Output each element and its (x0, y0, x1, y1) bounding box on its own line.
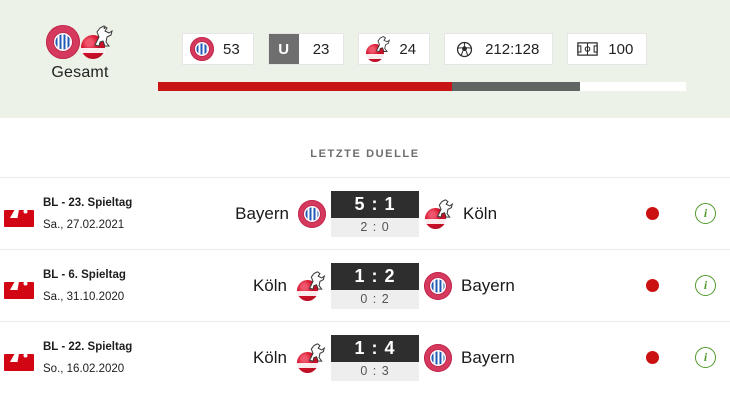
home-wins-chip: 53 (182, 33, 254, 65)
home-team: Köln (196, 342, 326, 373)
fixture: Köln 1 : 2 0 : 2 Bayern (196, 250, 566, 321)
draws-chip: U 23 (267, 33, 345, 65)
info-icon[interactable]: i (695, 275, 716, 296)
away-team: Köln (424, 198, 554, 229)
fixture: Bayern 5 : 1 2 : 0 Köln (196, 178, 566, 249)
bundesliga-wordmark: BUNDESLIGA (6, 223, 32, 228)
match-round: BL - 23. Spieltag (43, 197, 133, 209)
bundesliga-wordmark: BUNDESLIGA (6, 295, 32, 300)
ratio-bar-losses-segment (580, 82, 686, 91)
draws-value: 23 (312, 40, 330, 58)
score-block: 1 : 2 0 : 2 (330, 262, 420, 309)
section-title-letzte-duelle: LETZTE DUELLE (310, 148, 420, 160)
ratio-bar-wins-segment (158, 82, 453, 91)
football-icon (445, 41, 483, 58)
fixture: Köln 1 : 4 0 : 3 Bayern (196, 322, 566, 393)
matches-value: 100 (608, 40, 634, 58)
home-wins-value: 53 (223, 40, 240, 58)
matches-chip: 100 (567, 33, 648, 65)
status-badge (646, 279, 659, 292)
overall-label: Gesamt (51, 64, 109, 81)
table-row[interactable]: BUNDESLIGA BL - 23. Spieltag Sa., 27.02.… (0, 177, 730, 249)
fc-bayern-muenchen-crest-icon (46, 25, 80, 59)
match-date: So., 16.02.2020 (43, 362, 125, 375)
fc-koeln-crest-icon (424, 198, 454, 229)
overall-summary-block: Gesamt (22, 22, 138, 82)
last-duels-list: BUNDESLIGA BL - 23. Spieltag Sa., 27.02.… (0, 177, 730, 393)
away-team-name: Bayern (461, 347, 515, 367)
fc-bayern-muenchen-crest-icon (424, 271, 452, 300)
final-score: 1 : 2 (331, 262, 419, 290)
goals-value: 212:128 (485, 40, 540, 58)
competition-info: BUNDESLIGA BL - 6. Spieltag Sa., 31.10.2… (4, 263, 126, 306)
score-block: 1 : 4 0 : 3 (330, 334, 420, 381)
table-row[interactable]: BUNDESLIGA BL - 6. Spieltag Sa., 31.10.2… (0, 249, 730, 321)
bundesliga-logo-icon: BUNDESLIGA (4, 341, 34, 373)
away-wins-chip: 24 (358, 33, 431, 65)
status-badge (646, 207, 659, 220)
row-actions: i (646, 250, 716, 321)
final-score: 5 : 1 (331, 190, 419, 218)
halftime-score: 0 : 3 (331, 361, 419, 381)
match-date: Sa., 31.10.2020 (43, 290, 125, 303)
away-team-name: Bayern (461, 275, 515, 295)
bundesliga-logo-icon: BUNDESLIGA (4, 269, 34, 301)
status-badge (646, 351, 659, 364)
fc-koeln-crest-icon (80, 25, 114, 59)
home-team-name: Köln (252, 275, 287, 295)
halftime-score: 2 : 0 (331, 217, 419, 237)
fc-koeln-crest-icon (359, 35, 397, 62)
home-team: Bayern (196, 199, 326, 228)
head-to-head-ratio-bar (158, 82, 686, 91)
away-team: Bayern (424, 343, 554, 372)
draw-badge-icon: U (268, 34, 299, 64)
score-block: 5 : 1 2 : 0 (330, 190, 420, 237)
fc-bayern-muenchen-crest-icon (183, 37, 221, 61)
bundesliga-logo-icon: BUNDESLIGA (4, 197, 34, 229)
away-team-name: Köln (463, 203, 498, 223)
match-round: BL - 22. Spieltag (43, 341, 133, 353)
halftime-score: 0 : 2 (331, 289, 419, 309)
summary-crest-pair (22, 22, 138, 62)
row-actions: i (646, 322, 716, 393)
ratio-bar-draws-segment (452, 82, 581, 91)
summary-stat-chips: 53 U 23 24 (182, 33, 648, 65)
row-actions: i (646, 178, 716, 249)
fc-koeln-crest-icon (296, 342, 326, 373)
koeln-goat-icon (92, 24, 114, 48)
pitch-icon (568, 42, 606, 56)
table-row[interactable]: BUNDESLIGA BL - 22. Spieltag So., 16.02.… (0, 321, 730, 393)
fc-koeln-crest-icon (296, 270, 326, 301)
home-team-name: Bayern (235, 203, 289, 223)
competition-info: BUNDESLIGA BL - 23. Spieltag Sa., 27.02.… (4, 191, 132, 234)
info-icon[interactable]: i (695, 347, 716, 368)
home-team-name: Köln (252, 347, 287, 367)
info-icon[interactable]: i (695, 203, 716, 224)
bundesliga-wordmark: BUNDESLIGA (6, 367, 32, 372)
fc-bayern-muenchen-crest-icon (298, 199, 326, 228)
away-team: Bayern (424, 271, 554, 300)
goals-chip: 212:128 (444, 33, 554, 65)
final-score: 1 : 4 (331, 334, 419, 362)
competition-info: BUNDESLIGA BL - 22. Spieltag So., 16.02.… (4, 335, 132, 378)
match-round: BL - 6. Spieltag (43, 269, 126, 281)
away-wins-value: 24 (399, 40, 417, 58)
match-date: Sa., 27.02.2021 (43, 218, 125, 231)
home-team: Köln (196, 270, 326, 301)
head-to-head-summary-band: Gesamt 53 U 23 (0, 0, 730, 118)
fc-bayern-muenchen-crest-icon (424, 343, 452, 372)
